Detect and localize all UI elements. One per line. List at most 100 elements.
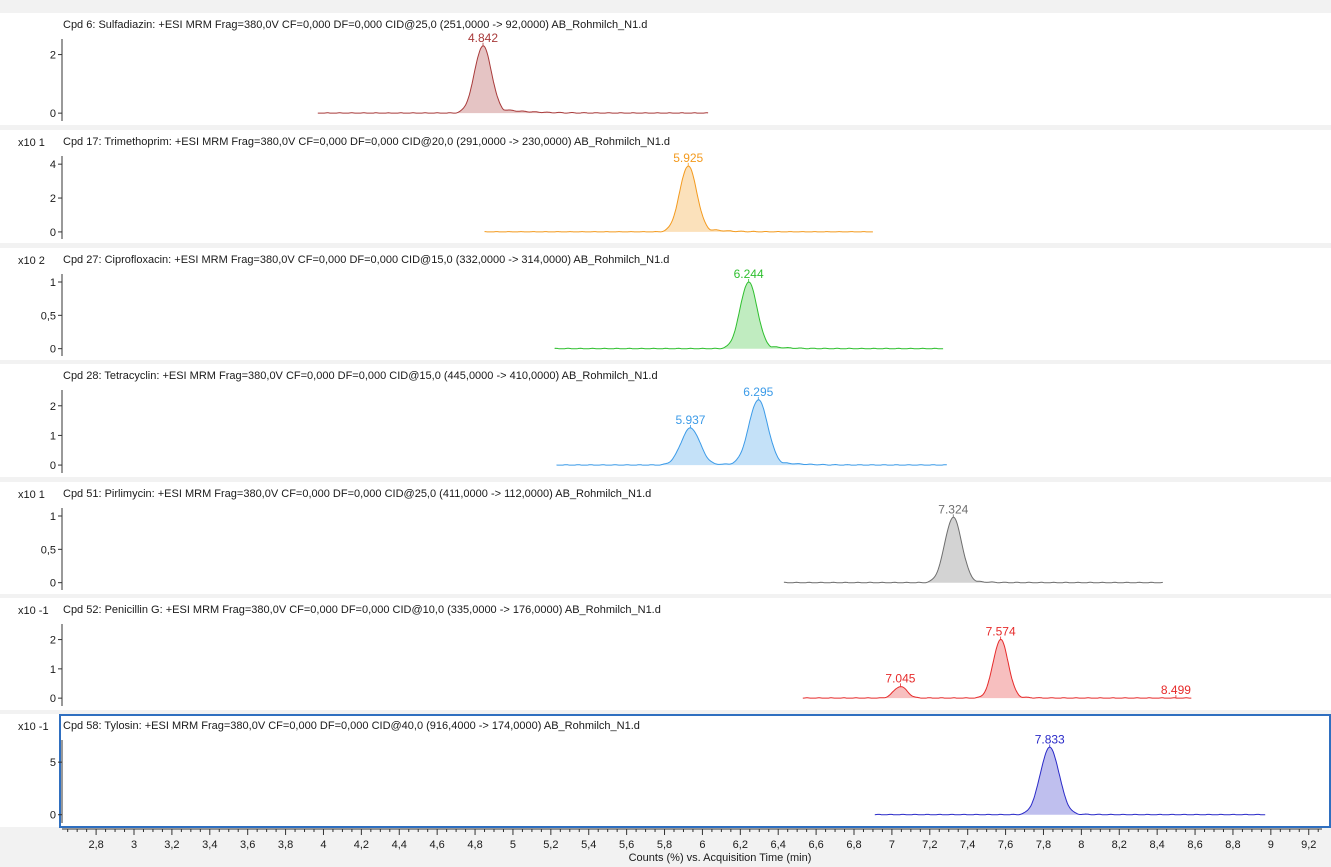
y-tick-label: 2 <box>50 401 56 413</box>
x-tick-label: 3,6 <box>240 839 255 851</box>
panel-title: Cpd 51: Pirlimycin: +ESI MRM Frag=380,0V… <box>63 488 651 500</box>
peak-rt-label[interactable]: 7.324 <box>938 502 968 516</box>
x-tick-label: 6 <box>699 839 705 851</box>
x-tick-label: 8 <box>1078 839 1084 851</box>
y-tick-label: 2 <box>50 193 56 205</box>
x-tick-label: 7,6 <box>998 839 1013 851</box>
panel-title: Cpd 58: Tylosin: +ESI MRM Frag=380,0V CF… <box>63 720 640 732</box>
x-tick-label: 7 <box>889 839 895 851</box>
x-tick-label: 3,2 <box>164 839 179 851</box>
y-tick-label: 1 <box>50 430 56 442</box>
y-scale-label: x10 1 <box>18 137 45 149</box>
y-tick-label: 2 <box>50 635 56 647</box>
panel-background <box>0 13 1331 125</box>
y-scale-label: x10 -1 <box>18 721 49 733</box>
peak-rt-label[interactable]: 7.045 <box>885 671 915 685</box>
chromatogram-panel[interactable]: Cpd 28: Tetracyclin: +ESI MRM Frag=380,0… <box>0 364 1331 477</box>
peak-rt-label[interactable]: 4.842 <box>468 31 498 45</box>
panel-title: Cpd 6: Sulfadiazin: +ESI MRM Frag=380,0V… <box>63 19 647 31</box>
peak-rt-label[interactable]: 5.937 <box>675 413 705 427</box>
x-tick-label: 6,6 <box>808 839 823 851</box>
panel-background <box>0 598 1331 710</box>
panel-title: Cpd 27: Ciprofloxacin: +ESI MRM Frag=380… <box>63 254 669 266</box>
x-tick-label: 5,4 <box>581 839 596 851</box>
y-tick-label: 1 <box>50 511 56 523</box>
x-tick-label: 7,8 <box>1036 839 1051 851</box>
x-tick-label: 3,4 <box>202 839 217 851</box>
chromatogram-panel[interactable]: Cpd 52: Penicillin G: +ESI MRM Frag=380,… <box>0 598 1331 710</box>
panel-title: Cpd 28: Tetracyclin: +ESI MRM Frag=380,0… <box>63 370 658 382</box>
peak-rt-label[interactable]: 6.295 <box>743 385 773 399</box>
x-tick-label: 2,8 <box>88 839 103 851</box>
x-tick-label: 5 <box>510 839 516 851</box>
y-tick-label: 4 <box>50 159 56 171</box>
trace-area <box>556 399 947 466</box>
x-tick-label: 4,2 <box>354 839 369 851</box>
y-tick-label: 0 <box>50 578 56 590</box>
x-tick-label: 7,2 <box>922 839 937 851</box>
x-tick-label: 5,8 <box>657 839 672 851</box>
y-tick-label: 2 <box>50 50 56 62</box>
chromatogram-panel[interactable]: Cpd 27: Ciprofloxacin: +ESI MRM Frag=380… <box>0 248 1331 360</box>
x-tick-label: 4,8 <box>467 839 482 851</box>
panel-background <box>0 130 1331 243</box>
x-tick-label: 4,6 <box>430 839 445 851</box>
x-tick-label: 6,2 <box>733 839 748 851</box>
chromatogram-panel[interactable]: Cpd 51: Pirlimycin: +ESI MRM Frag=380,0V… <box>0 482 1331 594</box>
chromatogram-panel[interactable]: Cpd 17: Trimethoprim: +ESI MRM Frag=380,… <box>0 130 1331 243</box>
panel-title: Cpd 17: Trimethoprim: +ESI MRM Frag=380,… <box>63 136 670 148</box>
y-scale-label: x10 1 <box>18 489 45 501</box>
x-tick-label: 3,8 <box>278 839 293 851</box>
x-tick-label: 3 <box>131 839 137 851</box>
trace-area <box>554 282 944 349</box>
x-tick-label: 7,4 <box>960 839 975 851</box>
x-tick-label: 9 <box>1268 839 1274 851</box>
y-tick-label: 0 <box>50 227 56 239</box>
trace-line <box>556 399 947 466</box>
peak-rt-label[interactable]: 7.833 <box>1035 732 1065 746</box>
panel-background <box>0 248 1331 360</box>
x-axis: 2,8 3 3,2 3,4 3,6 3,8 4 4,2 4,4 4,6 4,8 5 5,2 5,4 5,6 5… <box>62 828 1322 851</box>
x-tick-label: 6,8 <box>846 839 861 851</box>
y-scale-label: x10 -1 <box>18 605 49 617</box>
y-tick-label: 0,5 <box>41 310 56 322</box>
panel-title: Cpd 52: Penicillin G: +ESI MRM Frag=380,… <box>63 604 661 616</box>
x-tick-label: 5,2 <box>543 839 558 851</box>
chromatogram-panel[interactable]: Cpd 6: Sulfadiazin: +ESI MRM Frag=380,0V… <box>0 13 1331 125</box>
y-tick-label: 0 <box>50 344 56 356</box>
peak-rt-label[interactable]: 6.244 <box>734 267 764 281</box>
x-tick-label: 8,4 <box>1150 839 1165 851</box>
y-tick-label: 0 <box>50 108 56 120</box>
peak-rt-label[interactable]: 7.574 <box>986 625 1016 639</box>
x-tick-label: 8,8 <box>1225 839 1240 851</box>
panel-background <box>0 364 1331 477</box>
panel-background <box>0 482 1331 594</box>
trace-line <box>874 746 1266 816</box>
x-tick-label: 8,2 <box>1112 839 1127 851</box>
panel-background <box>0 714 1331 827</box>
trace-line <box>783 516 1163 584</box>
y-tick-label: 0 <box>50 460 56 472</box>
x-tick-label: 8,6 <box>1187 839 1202 851</box>
trace-area <box>484 166 873 232</box>
x-axis-label: Counts (%) vs. Acquisition Time (min) <box>629 852 812 864</box>
trace-line <box>484 165 873 233</box>
x-tick-label: 6,4 <box>771 839 786 851</box>
x-tick-label: 4 <box>320 839 326 851</box>
y-tick-label: 0 <box>50 810 56 822</box>
y-tick-label: 1 <box>50 277 56 289</box>
y-tick-label: 5 <box>50 757 56 769</box>
y-scale-label: x10 2 <box>18 255 45 267</box>
x-tick-label: 9,2 <box>1301 839 1316 851</box>
y-tick-label: 1 <box>50 664 56 676</box>
peak-rt-label[interactable]: 5.925 <box>673 151 703 165</box>
chromatogram-panel[interactable]: Cpd 58: Tylosin: +ESI MRM Frag=380,0V CF… <box>0 714 1331 828</box>
trace-line <box>802 638 1192 699</box>
x-tick-label: 5,6 <box>619 839 634 851</box>
x-tick-label: 4,4 <box>392 839 407 851</box>
y-tick-label: 0,5 <box>41 544 56 556</box>
peak-rt-label[interactable]: 8.499 <box>1161 683 1191 697</box>
selected-panel-frame <box>59 714 1331 828</box>
y-tick-label: 0 <box>50 693 56 705</box>
